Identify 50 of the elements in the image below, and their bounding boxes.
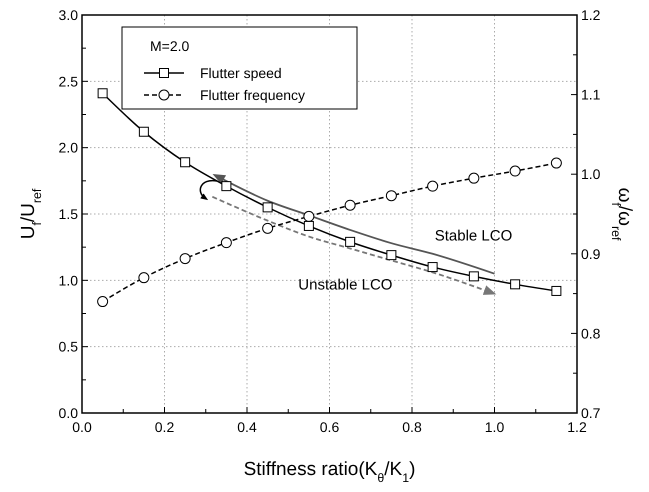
x-tick-label: 0.6 <box>320 419 340 435</box>
x-tick-label: 0.8 <box>402 419 422 435</box>
y2-tick-label: 0.9 <box>581 246 601 262</box>
point <box>220 237 232 248</box>
x-tick-label: 0.2 <box>154 419 174 435</box>
y2-tick-label: 0.8 <box>581 325 601 342</box>
point <box>551 286 562 296</box>
point <box>304 220 314 231</box>
y2-tick-label: 1.1 <box>581 86 601 103</box>
y-tick-label: 3.0 <box>58 7 78 23</box>
x-tick-label: 1.2 <box>567 419 587 435</box>
point <box>138 272 150 284</box>
point <box>468 172 480 184</box>
y-tick-label: 0.5 <box>58 338 78 355</box>
point <box>427 180 438 192</box>
point <box>180 253 191 264</box>
x-tick-label: 0.4 <box>237 419 257 435</box>
point <box>550 158 562 169</box>
legend-label: Flutter speed <box>200 65 282 81</box>
point <box>468 271 479 282</box>
point <box>510 166 521 177</box>
point <box>386 250 396 260</box>
y-tick-label: 2.5 <box>58 73 78 90</box>
y2-tick-label: 0.7 <box>581 405 601 421</box>
point <box>221 181 232 192</box>
x-tick-label: 0.0 <box>72 419 92 435</box>
series-label: Stable LCO <box>434 228 512 245</box>
point <box>180 157 190 168</box>
y-tick-label: 1.0 <box>58 272 78 288</box>
x-tick-label: 1.0 <box>484 419 504 435</box>
legend-label: Flutter frequency <box>200 87 306 103</box>
y-tick-label: 0.0 <box>58 405 78 421</box>
y-tick-label: 1.5 <box>58 206 78 222</box>
y-tick-label: 2.0 <box>58 140 78 156</box>
y2-tick-label: 1.2 <box>581 7 601 23</box>
series-label: Unstable LCO <box>298 276 392 294</box>
point <box>262 222 274 234</box>
point <box>345 236 356 247</box>
point <box>428 262 438 272</box>
point <box>97 296 108 308</box>
point <box>510 279 520 290</box>
x-axis-title: Stiffness ratio(K$_{θ}$/K$_{1}$) <box>244 459 416 485</box>
point <box>98 88 108 98</box>
y2-tick-label: 1.0 <box>581 166 601 182</box>
point <box>262 202 273 212</box>
point <box>303 210 314 222</box>
point <box>138 126 149 137</box>
point <box>344 200 356 211</box>
point <box>386 190 397 202</box>
legend-title: M=2.0 <box>150 38 190 54</box>
